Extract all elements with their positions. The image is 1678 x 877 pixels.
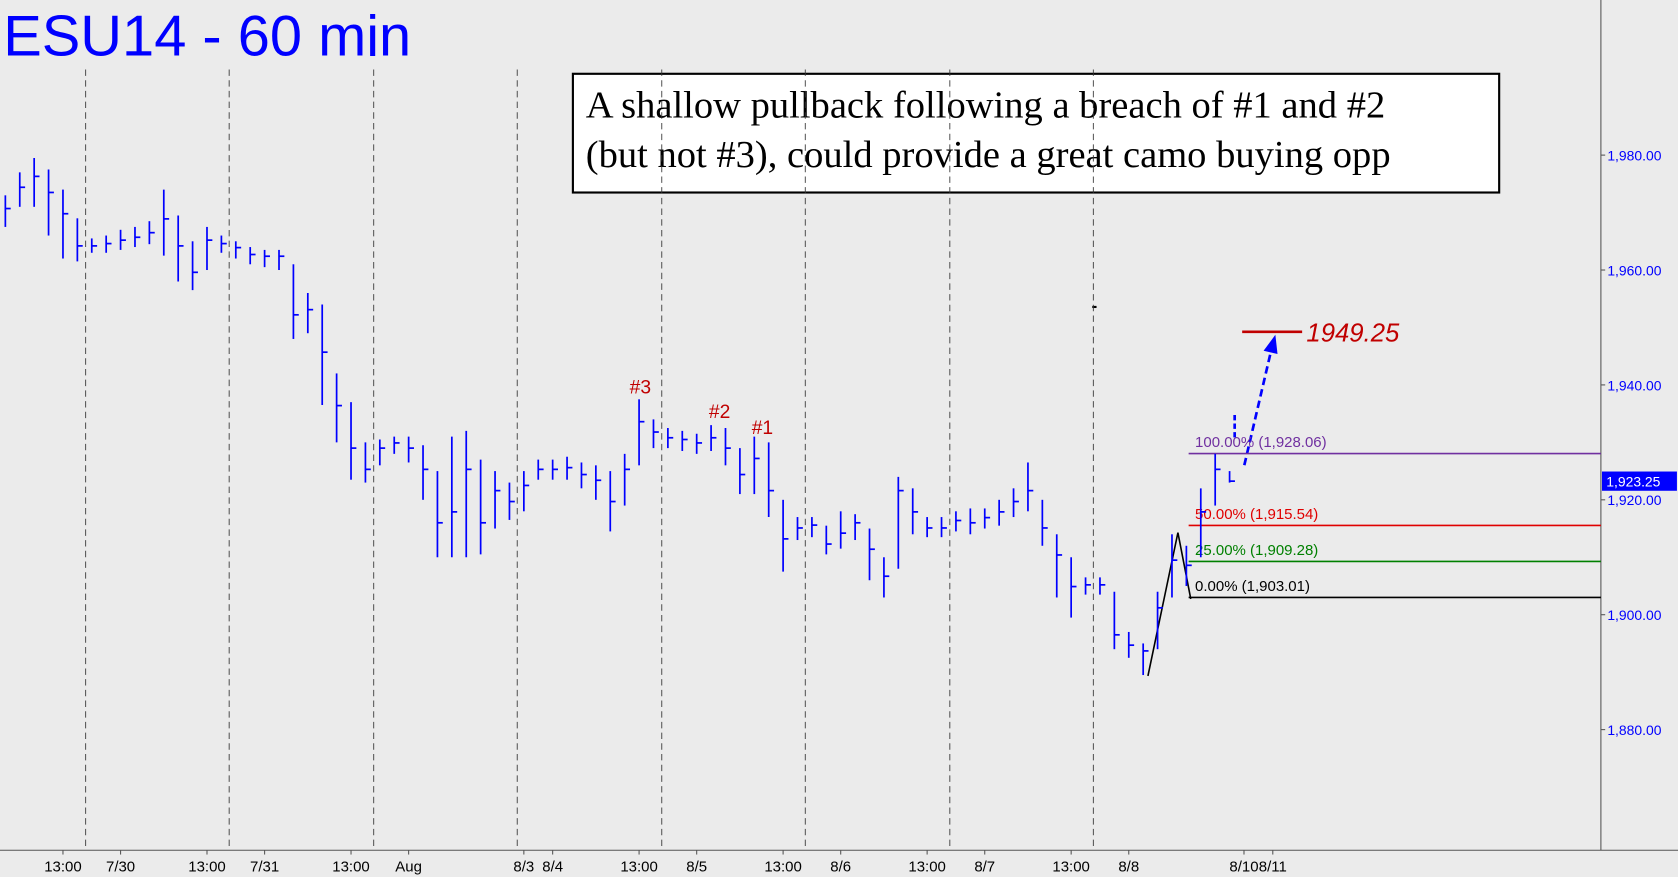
wave-marker: #2 xyxy=(709,402,730,423)
y-tick-label: 1,960.00 xyxy=(1607,262,1661,278)
x-tick-label: 13:00 xyxy=(764,859,801,876)
x-tick-label: 13:00 xyxy=(908,859,945,876)
arrow-head xyxy=(1263,334,1278,355)
fib-level-label: 100.00% (1,928.06) xyxy=(1195,434,1327,451)
x-tick-label: Aug xyxy=(395,859,422,876)
fib-level-label: 25.00% (1,909.28) xyxy=(1195,542,1318,559)
last-price-box xyxy=(1601,471,1677,491)
x-tick-label: 8/4 xyxy=(542,859,563,876)
fib-level-label: 50.00% (1,915.54) xyxy=(1195,506,1318,523)
x-tick-label: 8/10 xyxy=(1229,859,1258,876)
fib-level-label: 0.00% (1,903.01) xyxy=(1195,578,1310,595)
y-tick-label: 1,900.00 xyxy=(1607,607,1661,623)
target-label: 1949.25 xyxy=(1306,319,1400,347)
x-tick-label: 8/8 xyxy=(1118,859,1139,876)
x-tick-label: 8/7 xyxy=(974,859,995,876)
wave-marker: #1 xyxy=(752,418,773,439)
x-tick-label: 8/11 xyxy=(1259,859,1287,876)
x-tick-label: 8/5 xyxy=(686,859,707,876)
note-box xyxy=(571,72,1501,194)
x-tick-label: 7/30 xyxy=(106,859,135,876)
x-tick-label: 13:00 xyxy=(1052,859,1089,876)
x-tick-label: 13:00 xyxy=(44,859,81,876)
x-tick-label: 8/3 xyxy=(513,859,534,876)
x-tick-label: 13:00 xyxy=(188,859,225,876)
wave-marker: #3 xyxy=(630,378,651,399)
x-tick-label: 8/6 xyxy=(830,859,851,876)
y-tick-label: 1,940.00 xyxy=(1607,377,1661,393)
y-tick-label: 1,920.00 xyxy=(1607,492,1661,508)
note-line: (but not #3), could provide a great camo… xyxy=(586,134,1391,176)
note-line: A shallow pullback following a breach of… xyxy=(586,85,1386,127)
y-tick-label: 1,880.00 xyxy=(1607,722,1661,738)
y-tick-label: 1,980.00 xyxy=(1607,147,1661,163)
x-tick-label: 7/31 xyxy=(250,859,279,876)
last-price-label: 1,923.25 xyxy=(1606,474,1660,490)
chart-title: ESU14 - 60 min xyxy=(3,5,411,69)
x-tick-label: 13:00 xyxy=(332,859,369,876)
projection-arrow xyxy=(1243,350,1273,466)
x-tick-label: 13:00 xyxy=(620,859,657,876)
